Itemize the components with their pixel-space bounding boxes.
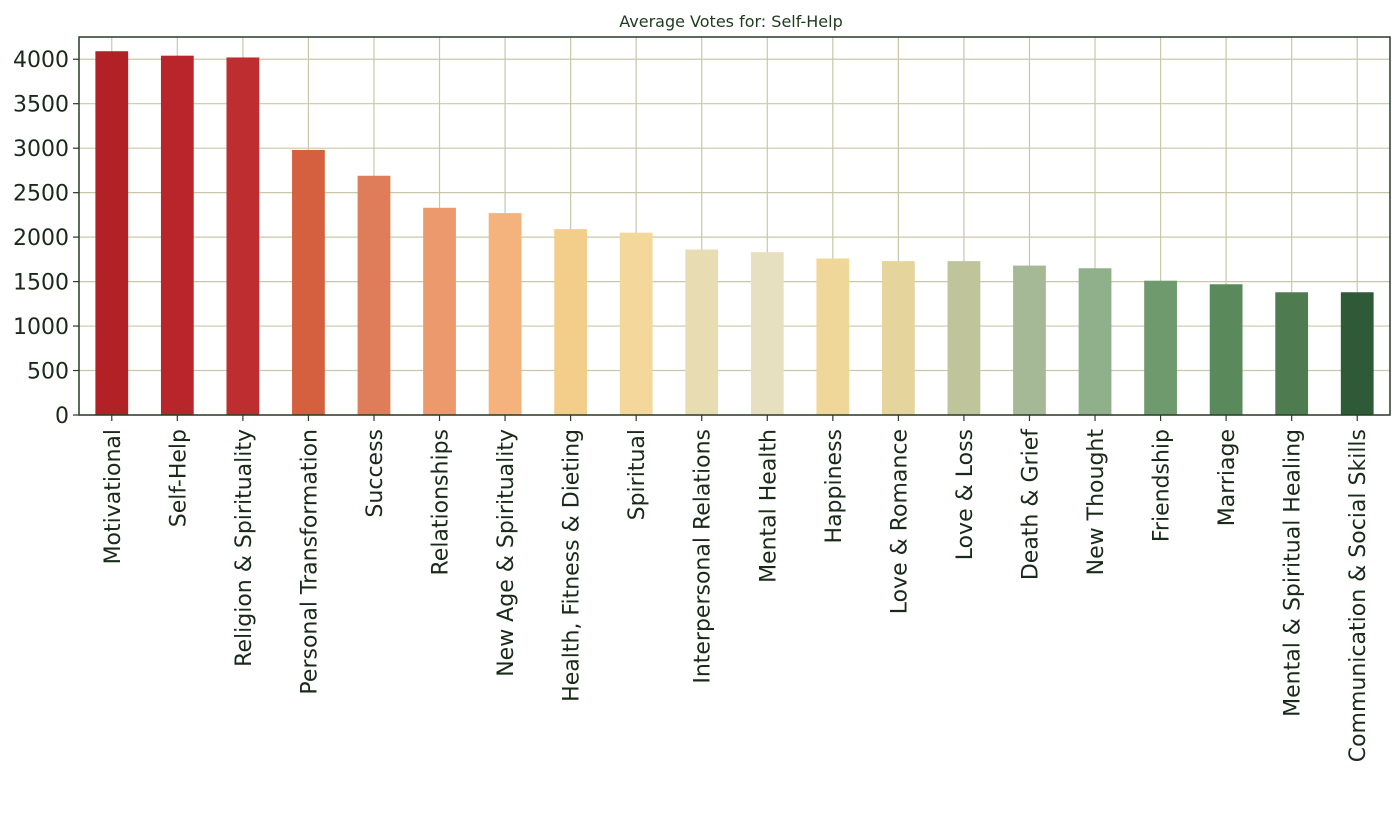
- bar: [1013, 265, 1046, 415]
- x-tick-label: Personal Transformation: [297, 429, 322, 695]
- bar: [357, 175, 391, 415]
- bar: [685, 249, 719, 415]
- bar: [488, 213, 522, 415]
- bar: [1275, 292, 1309, 415]
- y-tick-label: 4000: [13, 48, 69, 73]
- bar: [95, 51, 129, 415]
- x-tick-label: Spiritual: [625, 429, 650, 520]
- x-tick-label: Happiness: [822, 429, 847, 543]
- bar: [1209, 284, 1243, 415]
- grid-lines: [79, 37, 1390, 416]
- x-tick-label: New Thought: [1084, 429, 1109, 576]
- bar: [619, 232, 653, 415]
- x-tick-label: Love & Loss: [953, 429, 978, 560]
- bar: [816, 258, 850, 415]
- y-tick-label: 1500: [13, 271, 69, 296]
- x-tick-label: Religion & Spirituality: [232, 429, 257, 667]
- y-tick-label: 1000: [13, 315, 69, 340]
- bar: [881, 261, 915, 415]
- bar: [226, 57, 260, 415]
- x-tick-label: Mental & Spiritual Healing: [1281, 429, 1306, 717]
- bars: [95, 51, 1374, 416]
- x-tick-label: Death & Grief: [1018, 428, 1043, 580]
- bar: [1078, 268, 1112, 415]
- y-axis: 0 500 1000 1500 2000 2500 3000 3500 4000: [13, 48, 79, 429]
- x-tick-label: Self-Help: [166, 429, 191, 527]
- bar: [1340, 292, 1374, 415]
- y-tick-label: 2500: [13, 182, 69, 207]
- plot-frame: [78, 36, 1391, 416]
- x-tick-label: Health, Fitness & Dieting: [560, 429, 585, 702]
- bar: [750, 252, 784, 415]
- x-tick-label: Communication & Social Skills: [1346, 429, 1371, 762]
- bar: [292, 149, 325, 415]
- x-tick-label: Interpersonal Relations: [691, 429, 716, 684]
- y-tick-label: 500: [27, 360, 69, 385]
- x-tick-label: Mental Health: [756, 429, 781, 583]
- x-tick-label: Love & Romance: [887, 429, 912, 614]
- x-tick-label: New Age & Spirituality: [494, 429, 519, 677]
- x-tick-label: Relationships: [429, 429, 454, 576]
- bar: [423, 207, 456, 415]
- x-tick-label: Marriage: [1215, 429, 1240, 526]
- y-tick-label: 2000: [13, 226, 69, 251]
- x-tick-label: Friendship: [1150, 429, 1175, 542]
- bar: [947, 261, 981, 415]
- bar: [160, 55, 194, 416]
- y-tick-label: 3000: [13, 137, 69, 162]
- bar: [554, 229, 588, 415]
- x-tick-label: Motivational: [101, 429, 126, 564]
- y-tick-label: 3500: [13, 93, 69, 118]
- chart-title: Average Votes for: Self-Help: [619, 12, 842, 31]
- bar: [1144, 280, 1177, 415]
- y-tick-label: 0: [55, 404, 69, 429]
- x-tick-label: Success: [363, 429, 388, 518]
- x-axis: Motivational Self-Help Religion & Spiritua…: [101, 415, 1371, 762]
